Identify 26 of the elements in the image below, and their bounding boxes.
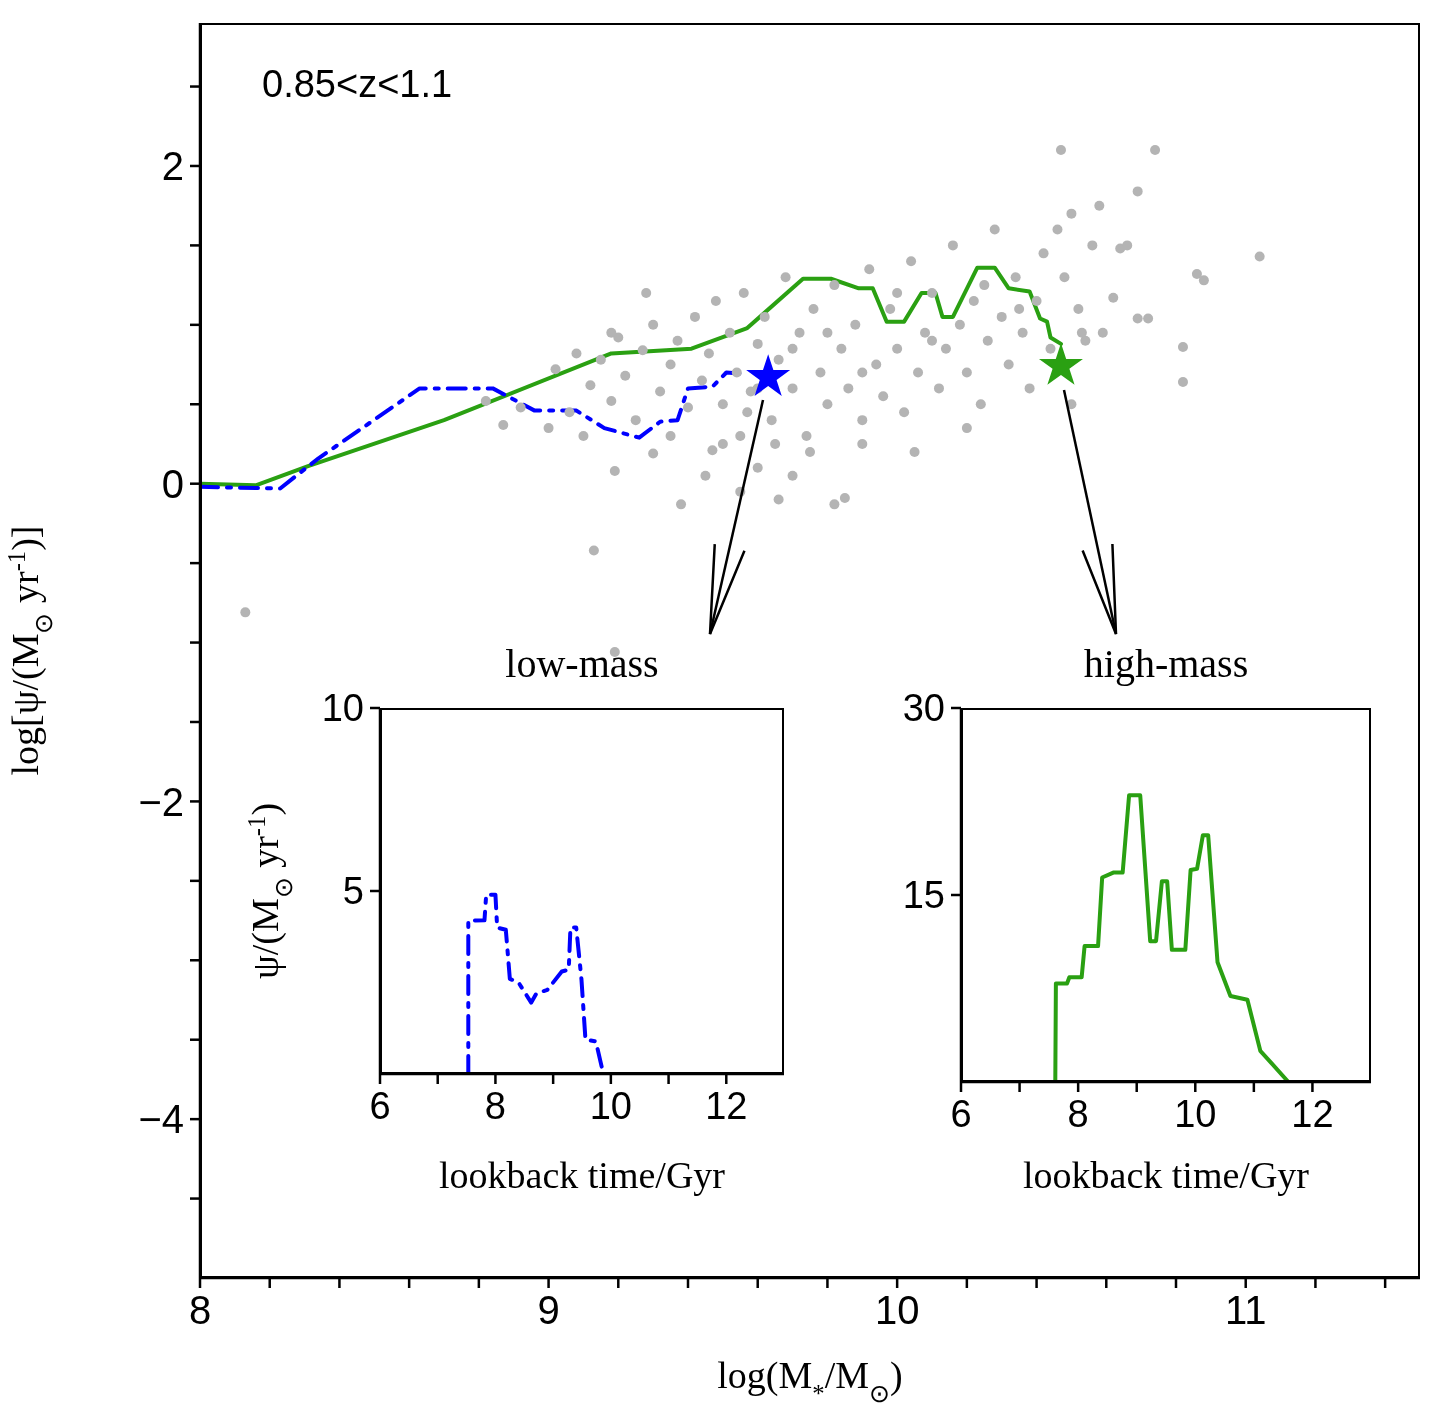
x-tick-label: 12: [1291, 1092, 1334, 1135]
x-tick-label: 8: [1067, 1092, 1089, 1135]
x-axis-title: lookback time/Gyr: [439, 1154, 726, 1196]
x-axis-title: log(M$_{*}$/M$_{⊙}$): [717, 1354, 903, 1407]
x-tick-label: 10: [589, 1084, 632, 1127]
y-tick-label: 5: [342, 870, 364, 913]
x-tick-label: 6: [369, 1084, 391, 1127]
chart-title: low-mass: [504, 640, 660, 687]
line-series: [466, 892, 606, 1074]
y-tick-label: 15: [902, 874, 945, 917]
y-tick-label: 0: [161, 461, 184, 506]
y-tick-label: −2: [138, 779, 184, 824]
x-tick-label: 11: [1224, 1288, 1267, 1333]
x-axis-title: lookback time/Gyr: [1023, 1154, 1310, 1196]
annotation: 0.85<z<1.1: [262, 63, 453, 106]
chart-title: high-mass: [1082, 640, 1250, 687]
x-tick-label: 10: [1174, 1092, 1217, 1135]
x-tick-label: 8: [188, 1288, 212, 1333]
y-tick-label: 30: [902, 687, 945, 730]
line-series: [1053, 793, 1291, 1082]
y-tick-label: −4: [138, 1097, 184, 1142]
x-tick-label: 9: [537, 1288, 560, 1333]
y-tick-label: 2: [161, 144, 184, 189]
x-tick-label: 6: [950, 1092, 972, 1135]
x-tick-label: 12: [705, 1084, 748, 1127]
x-tick-label: 8: [484, 1084, 506, 1127]
